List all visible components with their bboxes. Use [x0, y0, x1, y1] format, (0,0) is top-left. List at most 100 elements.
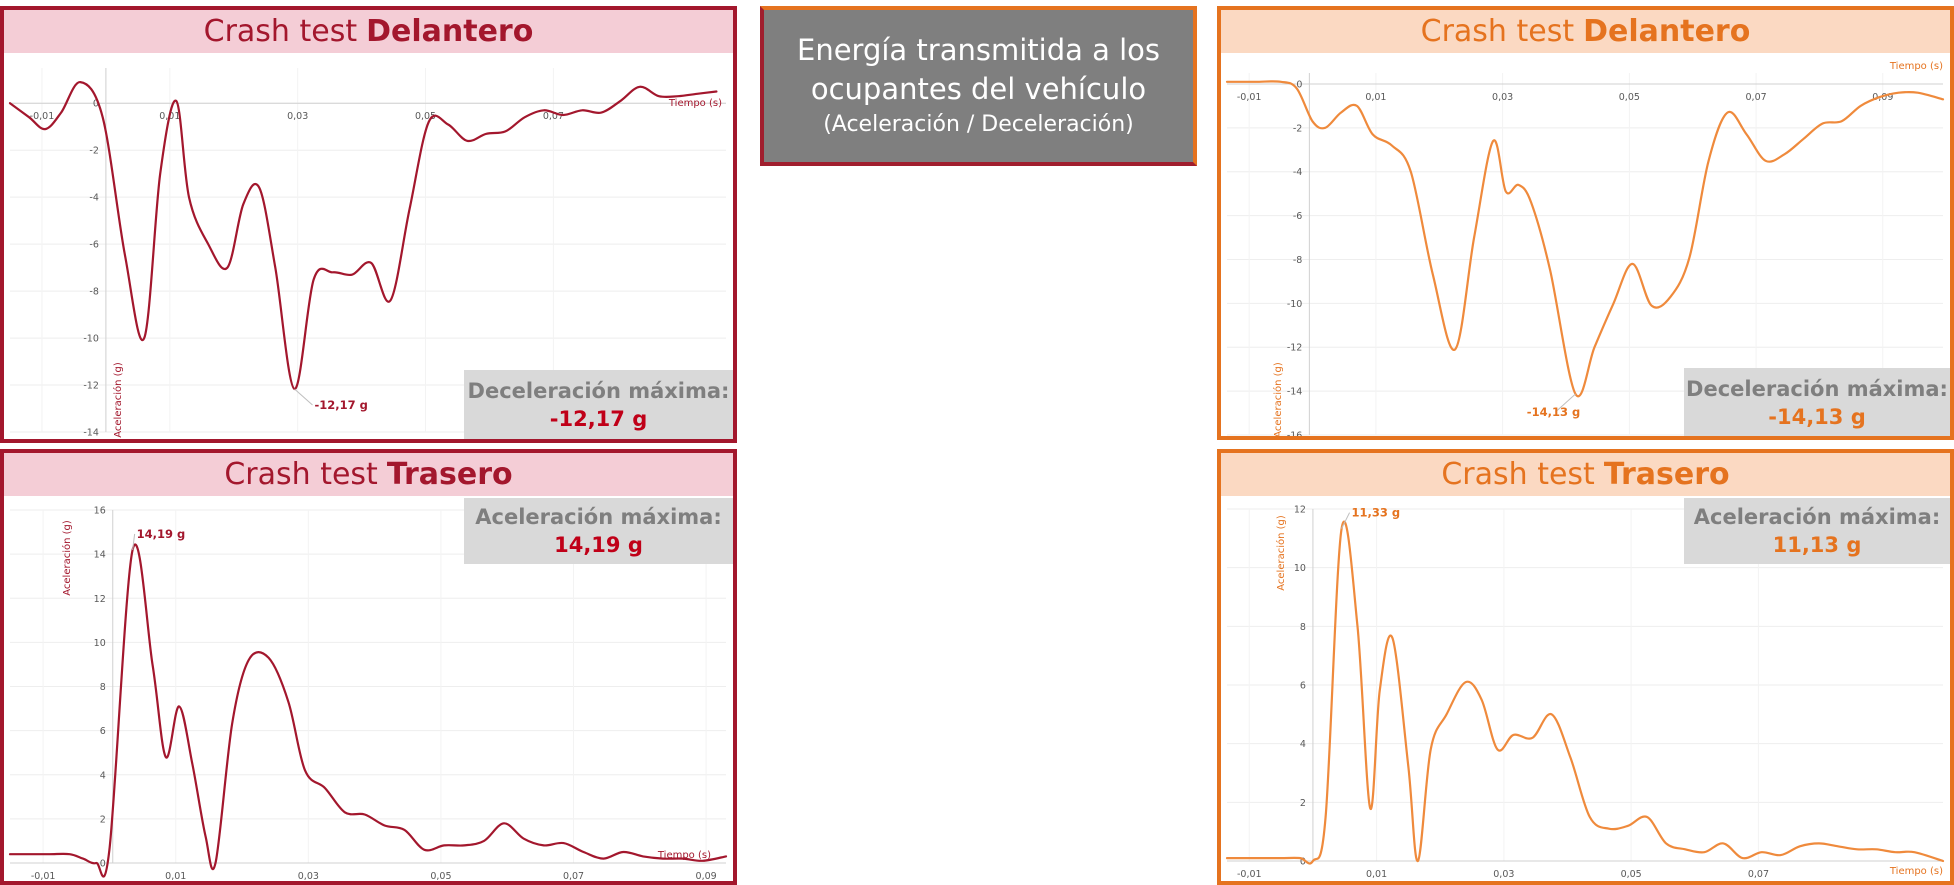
x-tick-label: 0,01: [1366, 869, 1387, 880]
x-tick-label: 0,05: [430, 871, 451, 881]
x-tick-label: 0,03: [1492, 92, 1513, 103]
max-value-label: Aceleración máxima:: [475, 505, 722, 529]
y-axis-title: Aceleración (g): [1275, 515, 1287, 591]
y-tick-label: 8: [100, 682, 106, 693]
y-tick-label: 4: [100, 770, 106, 781]
y-tick-label: 12: [1294, 505, 1306, 516]
max-value-box: Aceleración máxima: 11,13 g: [1684, 498, 1950, 564]
y-tick-label: -12: [1287, 343, 1303, 354]
chart-title-bold: Trasero: [1603, 457, 1730, 492]
x-tick-label: 0,05: [1619, 92, 1640, 103]
chart-title-prefix: Crash test: [203, 14, 358, 49]
chart-title: Crash test Trasero: [4, 453, 733, 496]
x-tick-label: -0,01: [1237, 869, 1262, 880]
chart-title: Crash test Trasero: [1221, 453, 1950, 496]
y-tick-label: -16: [1287, 431, 1303, 437]
chart-panel-front-orange: Crash test Delantero 0 -2 -4 -6 -8 -10 -12 -14 -…: [1217, 6, 1954, 440]
y-tick-label: 14: [94, 550, 106, 561]
y-tick-label: 6: [100, 726, 106, 737]
x-tick-label: 0,07: [563, 871, 584, 881]
x-tick-label: 0,09: [696, 871, 717, 881]
y-tick-label: -12: [83, 381, 99, 392]
page-title-box: Energía transmitida a los ocupantes del …: [760, 6, 1197, 166]
y-tick-label: -6: [1293, 211, 1302, 222]
peak-data-label: 14,19 g: [137, 527, 186, 541]
y-tick-label: 0: [1300, 857, 1306, 868]
y-tick-label: -14: [1287, 387, 1303, 398]
y-tick-label: -14: [83, 428, 99, 439]
max-value-box: Deceleración máxima: -14,13 g: [1684, 368, 1950, 436]
y-tick-label: -4: [1293, 167, 1302, 178]
x-tick-label: -0,01: [1237, 92, 1262, 103]
series-line: [8, 543, 728, 878]
y-tick-label: 16: [94, 506, 106, 517]
y-tick-label: 10: [1294, 563, 1306, 574]
x-tick-label: 0,05: [1621, 869, 1642, 880]
y-tick-label: -8: [1293, 255, 1302, 266]
x-tick-label: 0,03: [1493, 869, 1514, 880]
series-line: [1225, 80, 1945, 398]
chart-title: Crash test Delantero: [4, 10, 733, 53]
peak-leader-line: [1555, 393, 1576, 413]
chart-title: Crash test Delantero: [1221, 10, 1950, 53]
y-axis-title: Aceleración (g): [1272, 362, 1284, 436]
peak-leader-line: [294, 388, 313, 406]
chart-title-prefix: Crash test: [224, 457, 378, 492]
y-tick-label: 8: [1300, 622, 1306, 633]
x-axis-title: Tiempo (s): [657, 850, 711, 861]
page-subtitle: (Aceleración / Deceleración): [823, 112, 1134, 137]
chart-panel-front-red: Crash test Delantero 0 -2 -4 -6 -8 -10 -12 -14 -…: [0, 6, 737, 443]
peak-data-label: 11,33 g: [1352, 506, 1401, 520]
x-axis-title: Tiempo (s): [668, 98, 722, 109]
chart-panel-rear-red: Crash test Trasero 0 2 4 6 8 10 12 14 16 -0,01 0,0…: [0, 449, 737, 885]
chart-title-prefix: Crash test: [1441, 457, 1595, 492]
y-axis-title: Aceleración (g): [61, 520, 73, 596]
y-tick-label: -10: [83, 334, 99, 345]
peak-leader-line: [132, 533, 136, 550]
chart-title-bold: Delantero: [1583, 14, 1751, 49]
y-tick-label: 2: [100, 814, 106, 825]
y-tick-label: -6: [89, 240, 98, 251]
chart-svg: 0-2-4-6-8-10-12-14-0,01 0,01 0,03 0,05 0,07T…: [8, 68, 726, 439]
peak-leader-line: [1341, 512, 1351, 529]
max-value-box: Aceleración máxima: 14,19 g: [464, 498, 733, 564]
x-tick-label: 0,09: [1872, 92, 1893, 103]
x-tick-label: 0,07: [543, 111, 564, 122]
x-tick-label: 0,03: [287, 111, 308, 122]
max-value-number: -14,13 g: [1768, 405, 1866, 429]
x-axis-title: Tiempo (s): [1889, 866, 1943, 877]
page-title-line2: ocupantes del vehículo: [810, 72, 1147, 106]
y-tick-label: 12: [94, 594, 106, 605]
x-tick-label: -0,01: [30, 111, 55, 122]
x-tick-label: 0,05: [415, 111, 436, 122]
y-tick-label: 2: [1300, 798, 1306, 809]
max-value-box: Deceleración máxima: -12,17 g: [464, 370, 733, 439]
page-title-line1: Energía transmitida a los: [797, 33, 1160, 67]
max-value-label: Aceleración máxima:: [1693, 505, 1941, 529]
max-value-label: Deceleración máxima:: [467, 379, 730, 403]
x-tick-label: 0,07: [1748, 869, 1769, 880]
y-tick-label: -2: [89, 146, 98, 157]
y-tick-label: 0: [93, 99, 99, 110]
y-tick-label: 0: [1296, 79, 1302, 90]
series-line: [1225, 520, 1945, 865]
y-tick-label: -10: [1287, 299, 1303, 310]
peak-data-label: -14,13 g: [1527, 405, 1580, 419]
chart-title-bold: Delantero: [366, 14, 534, 49]
x-tick-label: 0,07: [1746, 92, 1767, 103]
max-value-label: Deceleración máxima:: [1686, 377, 1948, 401]
y-tick-label: 0: [100, 859, 106, 870]
y-axis-title: Aceleración (g): [112, 362, 124, 438]
x-axis-title: Tiempo (s): [1889, 61, 1943, 72]
x-tick-label: 0,01: [165, 871, 186, 881]
x-tick-label: 0,03: [298, 871, 319, 881]
y-tick-label: 10: [94, 638, 106, 649]
y-tick-label: -2: [1293, 123, 1302, 134]
x-tick-label: -0,01: [31, 871, 56, 881]
chart-svg: 0 2 4 6 8 10 12 14 16 -0,01 0,01 0,03 0,05 0,07 0,09 Ti…: [8, 506, 728, 881]
chart-panel-rear-orange: Crash test Trasero 0 2 4 6 8 10 12 -0,01 0,01 0,0…: [1217, 449, 1954, 885]
max-value-number: 11,13 g: [1772, 533, 1862, 557]
y-tick-label: -4: [89, 193, 98, 204]
max-value-number: -12,17 g: [549, 407, 648, 431]
chart-title-bold: Trasero: [386, 457, 513, 492]
